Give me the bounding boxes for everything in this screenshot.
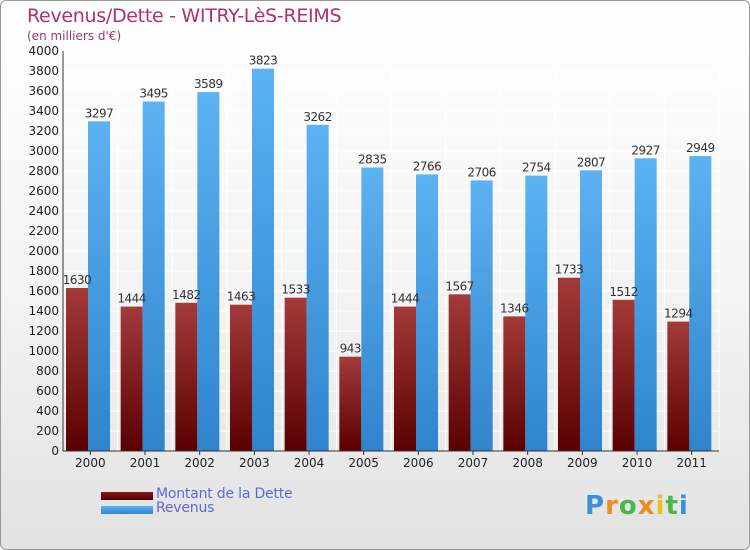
y-tick-label: 400 [36,404,59,418]
bar-revenus [525,175,548,451]
x-tick-label: 2004 [294,456,325,470]
x-tick-label: 2000 [75,456,106,470]
x-tick-label: 2005 [348,456,379,470]
bar-dette [66,288,88,451]
x-tick-label: 2010 [622,456,653,470]
x-tick-label: 2009 [567,456,598,470]
legend-swatch-debt [101,492,153,500]
data-label-dette: 1444 [391,292,420,306]
y-tick-label: 1600 [28,284,59,298]
y-tick-label: 3200 [28,124,59,138]
bar-dette [284,297,307,451]
bar-revenus [634,158,657,452]
y-tick-label: 1000 [28,344,59,358]
bar-revenus [306,124,329,452]
y-tick-label: 0 [51,444,59,458]
y-tick-label: 2000 [28,244,59,258]
bar-revenus [689,156,712,451]
data-label-dette: 1630 [63,273,92,287]
y-tick-label: 1400 [28,304,59,318]
bar-dette [339,356,362,451]
axis-layer: 0 200 400 600 800 1000 1200 1400 1600 1800 2000 220… [28,44,719,470]
legend-label-debt: Montant de la Dette [156,486,293,502]
x-tick-label: 2011 [676,456,707,470]
y-tick-label: 2600 [28,184,59,198]
y-tick-label: 3800 [28,64,59,78]
y-tick-label: 2400 [28,204,59,218]
y-tick-label: 3600 [28,84,59,98]
data-label-dette: 943 [340,342,361,356]
data-label-revenus: 2754 [522,161,551,175]
bar-revenus [361,167,384,451]
data-label-dette: 1533 [281,283,310,297]
data-label-revenus: 2835 [358,153,387,167]
data-label-dette: 1463 [227,290,256,304]
data-label-revenus: 2949 [686,141,715,155]
bar-dette [120,306,143,451]
data-label-revenus: 2766 [413,159,442,173]
bar-layer [66,68,712,452]
bar-revenus [142,101,165,451]
y-tick-label: 1200 [28,324,59,338]
y-tick-label: 600 [36,384,59,398]
bar-revenus [470,180,493,451]
data-label-revenus: 3495 [139,87,168,101]
proxiti-logo: Proxiti [585,491,689,521]
data-label-revenus: 3589 [194,77,223,91]
y-tick-label: 1800 [28,264,59,278]
bar-dette [175,302,198,451]
y-tick-label: 2800 [28,164,59,178]
bar-dette [612,299,635,451]
y-tick-label: 4000 [28,44,59,58]
y-tick-label: 2200 [28,224,59,238]
x-tick-label: 2001 [130,456,161,470]
bar-dette [503,316,526,451]
bar-dette [558,277,580,451]
bar-revenus [88,121,110,452]
bar-revenus [580,170,602,452]
bar-dette [667,321,690,451]
legend-swatch-revenus [101,506,153,514]
x-tick-label: 2006 [403,456,434,470]
data-label-layer: 1630 3297 1444 3495 1482 3589 1463 3823 1533 3262… [63,54,715,356]
data-label-revenus: 2807 [577,155,606,169]
x-tick-label: 2008 [512,456,543,470]
data-label-dette: 1567 [445,279,474,293]
bar-revenus [197,92,220,451]
bar-dette [230,304,252,451]
data-label-dette: 1294 [664,307,693,321]
bar-revenus [252,68,274,451]
x-tick-label: 2003 [239,456,270,470]
data-label-dette: 1346 [500,301,529,315]
y-tick-label: 3400 [28,104,59,118]
y-tick-label: 200 [36,424,59,438]
chart-title: Revenus/Dette - WITRY-LèS-REIMS [27,5,342,27]
y-tick-label: 800 [36,364,59,378]
data-label-revenus: 3823 [249,54,278,68]
data-label-dette: 1444 [117,292,146,306]
x-tick-label: 2002 [184,456,215,470]
data-label-dette: 1733 [555,263,584,277]
y-tick-label: 3000 [28,144,59,158]
legend-label-revenus: Revenus [156,500,215,516]
data-label-revenus: 2706 [467,165,496,179]
data-label-revenus: 3297 [85,106,114,120]
chart-subtitle: (en milliers d'€) [27,29,122,43]
x-tick-label: 2007 [458,456,489,470]
data-label-revenus: 2927 [631,143,660,157]
bar-revenus [416,174,438,451]
bar-dette [394,306,416,451]
bar-dette [448,294,471,451]
data-label-revenus: 3262 [303,110,332,124]
data-label-dette: 1482 [172,288,201,302]
data-label-dette: 1512 [609,285,638,299]
